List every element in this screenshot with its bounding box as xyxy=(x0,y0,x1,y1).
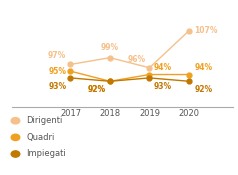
Text: Quadri: Quadri xyxy=(26,133,55,142)
Text: 99%: 99% xyxy=(101,43,119,52)
Text: 94%: 94% xyxy=(194,63,213,72)
Text: 92%: 92% xyxy=(88,85,106,94)
Text: 107%: 107% xyxy=(194,26,218,35)
Text: 96%: 96% xyxy=(127,55,145,64)
Text: 97%: 97% xyxy=(48,51,66,60)
Text: 94%: 94% xyxy=(154,63,172,72)
Text: Impiegati: Impiegati xyxy=(26,149,66,159)
Text: 93%: 93% xyxy=(154,82,172,91)
Text: 92%: 92% xyxy=(88,85,106,94)
Text: 92%: 92% xyxy=(194,85,213,94)
Text: 93%: 93% xyxy=(48,82,66,91)
Text: Dirigenti: Dirigenti xyxy=(26,116,63,125)
Text: 95%: 95% xyxy=(48,67,66,76)
